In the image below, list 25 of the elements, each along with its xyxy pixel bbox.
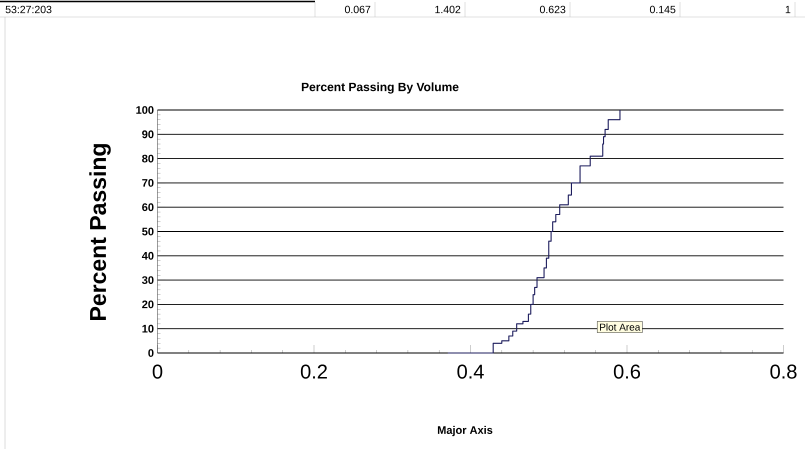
annotation: Plot Area [600,323,640,331]
y-tick-label: 40 [142,252,154,260]
y-tick-label: 100 [136,106,154,114]
text: 0.145 [650,6,676,14]
x-tick-label: 0.4 [457,364,484,379]
text: 1 [786,6,790,14]
y-tick-label: 90 [142,130,154,138]
x-tick-label: 0.2 [300,364,327,379]
text: 0.623 [540,6,566,14]
y-tick-label: 80 [142,154,154,162]
y-tick-label: 0 [148,349,154,357]
y-tick-label: 50 [142,228,154,236]
text: 53:27:203 [6,6,52,14]
x-tick-label: 0.8 [770,364,797,379]
x-axis-title: Major Axis [438,426,492,436]
y-tick-label: 70 [142,178,154,187]
y-axis-title: Percent Passing [89,144,111,320]
x-tick-label: 0.6 [614,364,640,379]
text: 1.402 [435,6,460,14]
y-tick-label: 20 [142,300,154,308]
y-tick-label: 10 [142,324,154,333]
y-tick-label: 30 [142,276,154,284]
chart-title: Percent Passing By Volume [302,82,459,94]
y-tick-label: 60 [142,203,154,212]
text: 0.067 [344,6,370,14]
